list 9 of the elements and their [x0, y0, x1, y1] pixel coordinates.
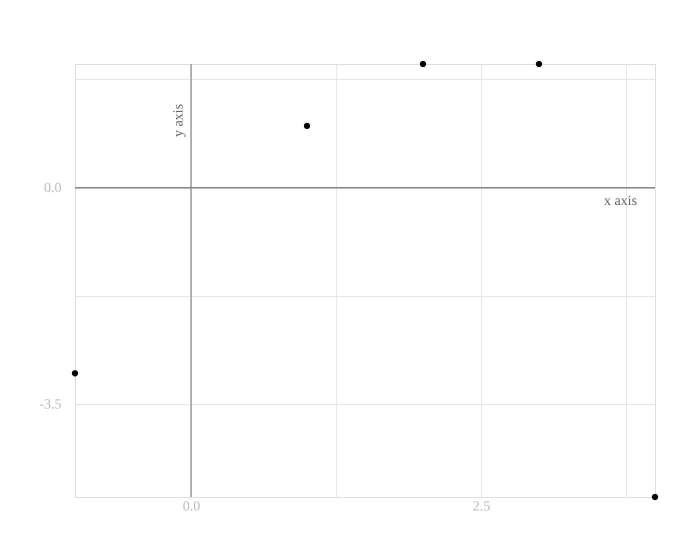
y-tick-label: -3.5 [39, 398, 62, 413]
x-axis-title: x axis [604, 194, 638, 210]
point [536, 60, 542, 68]
point [420, 60, 426, 68]
x-tick-label: 2.5 [472, 500, 490, 514]
y-axis-title: y axis [172, 104, 186, 138]
point [652, 494, 658, 500]
point [304, 122, 310, 130]
point [72, 370, 78, 376]
